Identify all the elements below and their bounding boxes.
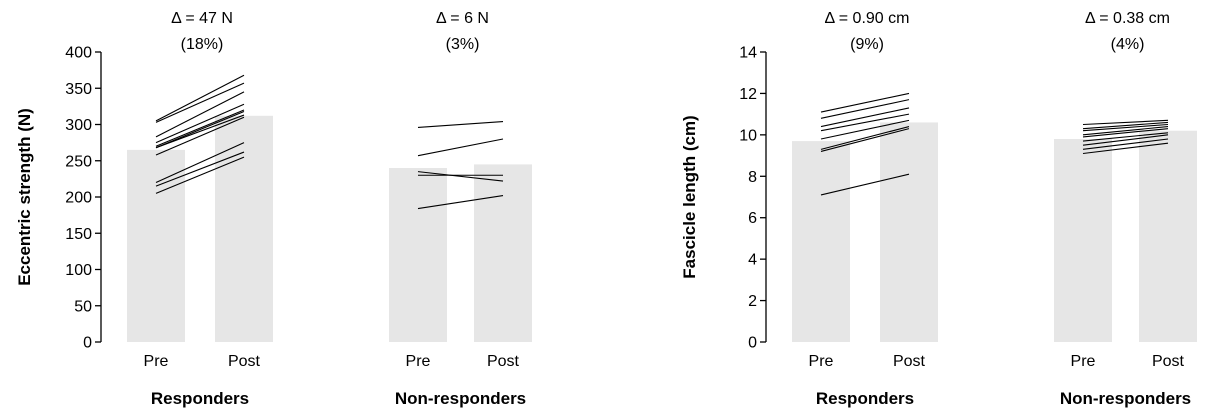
bar-non-responders-post — [1139, 130, 1197, 342]
individual-line — [820, 107, 910, 128]
bar-responders-pre — [792, 141, 850, 342]
individual-line — [155, 156, 245, 194]
x-tick-label: Pre — [406, 353, 431, 370]
individual-line — [155, 103, 245, 144]
individual-line — [1082, 119, 1169, 126]
y-tick-label: 0 — [83, 335, 92, 352]
individual-line — [820, 128, 910, 152]
bar-non-responders-pre — [1054, 139, 1112, 342]
individual-line — [1082, 142, 1169, 155]
y-tick-label: 400 — [65, 45, 92, 62]
individual-line — [155, 74, 245, 122]
individual-line — [820, 99, 910, 119]
individual-line — [155, 82, 245, 123]
delta-annotation: Δ = 0.38 cm — [1085, 10, 1170, 27]
individual-line — [155, 142, 245, 184]
individual-line — [155, 109, 245, 147]
individual-line — [417, 121, 504, 128]
bar-responders-pre — [127, 149, 185, 342]
individual-line — [1082, 128, 1169, 138]
y-tick-label: 4 — [748, 252, 757, 269]
y-tick-label: 300 — [65, 117, 92, 134]
group-label: Responders — [151, 389, 249, 408]
individual-line — [820, 119, 910, 140]
x-tick-label: Pre — [144, 353, 169, 370]
group-label: Non-responders — [1060, 389, 1191, 408]
individual-line — [820, 92, 910, 113]
bar-responders-post — [880, 122, 938, 342]
chart-1: 0 50 100 150 200 250 300 350 400 Eccentric streng… — [15, 10, 532, 408]
percent-annotation: (18%) — [181, 36, 224, 53]
individual-line — [417, 138, 504, 157]
y-tick-label: 0 — [748, 335, 757, 352]
bar-non-responders-pre — [389, 168, 447, 342]
individual-line — [1082, 138, 1169, 150]
percent-annotation: (9%) — [850, 36, 884, 53]
individual-line — [820, 126, 910, 150]
individual-line — [155, 116, 245, 156]
individual-line — [155, 151, 245, 187]
x-tick-label: Post — [1152, 353, 1185, 370]
x-tick-label: Pre — [1071, 353, 1096, 370]
delta-annotation: Δ = 47 N — [171, 10, 233, 27]
y-tick-label: 8 — [748, 169, 757, 186]
y-tick-label: 10 — [739, 127, 757, 144]
y-tick-label: 2 — [748, 293, 757, 310]
x-tick-label: Post — [893, 353, 926, 370]
individual-line — [1082, 123, 1169, 132]
individual-line — [820, 113, 910, 132]
y-tick-label: 350 — [65, 81, 92, 98]
y-tick-label: 6 — [748, 210, 757, 227]
y-tick-label: 150 — [65, 226, 92, 243]
y-tick-label: 100 — [65, 262, 92, 279]
individual-line — [1082, 134, 1169, 146]
delta-annotation: Δ = 6 N — [436, 10, 489, 27]
x-tick-label: Post — [228, 353, 261, 370]
x-tick-label: Post — [487, 353, 520, 370]
individual-line — [155, 91, 245, 138]
percent-annotation: (4%) — [1111, 36, 1145, 53]
chart-2: 0 2 4 6 8 10 12 14 Fascicle length (cm) Pre Post Re… — [680, 10, 1197, 408]
bar-non-responders-post — [474, 164, 532, 342]
bar-responders-post — [215, 115, 273, 342]
individual-line — [1082, 126, 1169, 136]
y-tick-label: 250 — [65, 153, 92, 170]
y-axis-title: Fascicle length (cm) — [680, 115, 699, 278]
y-tick-label: 14 — [739, 45, 757, 62]
group-label: Non-responders — [395, 389, 526, 408]
y-tick-label: 12 — [739, 86, 757, 103]
y-tick-label: 200 — [65, 190, 92, 207]
y-tick-label: 50 — [74, 298, 92, 315]
individual-line — [1082, 132, 1169, 142]
percent-annotation: (3%) — [446, 36, 480, 53]
x-tick-label: Pre — [809, 353, 834, 370]
individual-line — [417, 171, 504, 182]
individual-line — [417, 195, 504, 210]
individual-line — [820, 173, 910, 196]
delta-annotation: Δ = 0.90 cm — [825, 10, 910, 27]
individual-line — [155, 114, 245, 149]
y-axis-title: Eccentric strength (N) — [15, 108, 34, 286]
individual-line — [1082, 121, 1169, 130]
group-label: Responders — [816, 389, 914, 408]
individual-line — [155, 110, 245, 149]
